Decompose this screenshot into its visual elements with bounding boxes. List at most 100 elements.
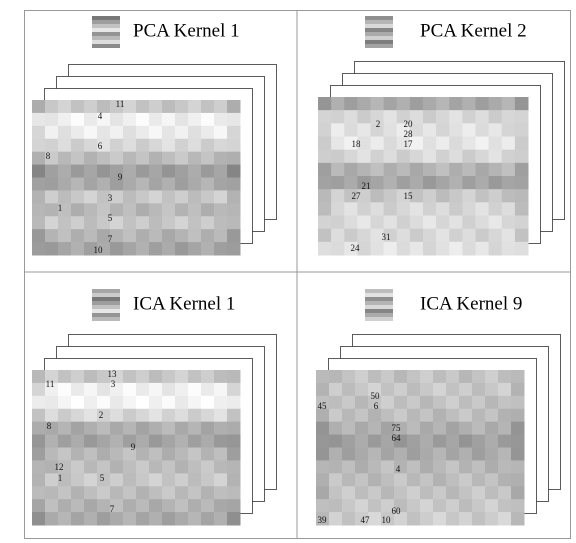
pixel bbox=[227, 499, 241, 512]
pixel bbox=[485, 422, 499, 435]
pixel bbox=[423, 163, 437, 177]
pixel bbox=[407, 435, 421, 448]
pixel bbox=[162, 242, 176, 255]
pixel bbox=[423, 123, 437, 137]
pixel bbox=[84, 396, 98, 409]
pixel bbox=[449, 176, 463, 190]
pixel bbox=[188, 178, 202, 191]
pixel bbox=[84, 216, 98, 229]
pixel bbox=[123, 409, 137, 422]
pixel bbox=[71, 203, 85, 216]
pixel bbox=[489, 202, 503, 216]
pixel bbox=[489, 137, 503, 151]
kernel-icon bbox=[365, 301, 393, 305]
pixel bbox=[476, 137, 490, 151]
pixel bbox=[201, 165, 215, 178]
pixel bbox=[446, 473, 460, 486]
pixel bbox=[58, 113, 72, 126]
pixel-label: 21 bbox=[362, 181, 371, 191]
pixel bbox=[459, 460, 473, 473]
pixel bbox=[423, 216, 437, 230]
pixel bbox=[84, 486, 98, 499]
pixel bbox=[162, 422, 176, 435]
pixel bbox=[45, 473, 59, 486]
kernel-icon bbox=[92, 16, 120, 20]
kernel-icon bbox=[92, 297, 120, 301]
pixel bbox=[407, 448, 421, 461]
pixel bbox=[123, 370, 137, 383]
pixel bbox=[227, 460, 241, 473]
pixel bbox=[84, 139, 98, 152]
pixel bbox=[214, 216, 228, 229]
pixel bbox=[97, 396, 111, 409]
pixel bbox=[472, 486, 486, 499]
pixel bbox=[32, 435, 46, 448]
pixel bbox=[316, 383, 330, 396]
pixel bbox=[420, 486, 434, 499]
pixel bbox=[511, 396, 525, 409]
pixel bbox=[84, 100, 98, 113]
pixel bbox=[446, 396, 460, 409]
pixel bbox=[459, 435, 473, 448]
pixel bbox=[433, 370, 447, 383]
pixel bbox=[175, 190, 189, 203]
pixel bbox=[476, 163, 490, 177]
pixel bbox=[58, 409, 72, 422]
pixel bbox=[214, 152, 228, 165]
pixel bbox=[175, 242, 189, 255]
pixel bbox=[472, 422, 486, 435]
pixel bbox=[45, 190, 59, 203]
pixel bbox=[123, 178, 137, 191]
pixel bbox=[498, 396, 512, 409]
pixel bbox=[384, 137, 398, 151]
pixel bbox=[316, 460, 330, 473]
pixel bbox=[175, 229, 189, 242]
pixel-label: 3 bbox=[111, 379, 116, 389]
pixel bbox=[45, 100, 59, 113]
pixel bbox=[316, 435, 330, 448]
pixel bbox=[123, 499, 137, 512]
pixel bbox=[227, 139, 241, 152]
pixel bbox=[397, 216, 411, 230]
pixel bbox=[201, 100, 215, 113]
pixel bbox=[485, 383, 499, 396]
pixel bbox=[32, 396, 46, 409]
pixel bbox=[110, 435, 124, 448]
pixel bbox=[149, 448, 163, 461]
pixel bbox=[201, 422, 215, 435]
pixel-label: 39 bbox=[318, 515, 328, 525]
pixel bbox=[368, 460, 382, 473]
pixel bbox=[58, 512, 72, 525]
pixel bbox=[45, 486, 59, 499]
pixel bbox=[436, 97, 450, 111]
pixel bbox=[420, 512, 434, 525]
pixel bbox=[136, 499, 150, 512]
pixel bbox=[462, 176, 476, 190]
pixel bbox=[342, 460, 356, 473]
kernel-icon bbox=[365, 16, 393, 20]
pixel bbox=[71, 422, 85, 435]
pixel bbox=[515, 229, 529, 243]
pixel bbox=[175, 178, 189, 191]
pixel bbox=[472, 448, 486, 461]
kernel-icon bbox=[365, 24, 393, 28]
pixel bbox=[318, 163, 332, 177]
pixel bbox=[84, 152, 98, 165]
pixel bbox=[162, 126, 176, 139]
pixel bbox=[58, 448, 72, 461]
pixel bbox=[329, 370, 343, 383]
pixel bbox=[407, 396, 421, 409]
pixel bbox=[397, 163, 411, 177]
pixel bbox=[436, 202, 450, 216]
pixel bbox=[227, 409, 241, 422]
pixel bbox=[433, 473, 447, 486]
pixel bbox=[368, 435, 382, 448]
pixel bbox=[449, 150, 463, 164]
pixel bbox=[227, 178, 241, 191]
kernel-icon bbox=[92, 28, 120, 32]
pixel-label: 5 bbox=[100, 473, 105, 483]
pixel bbox=[381, 460, 395, 473]
pixel bbox=[384, 163, 398, 177]
pixel bbox=[32, 422, 46, 435]
pixel bbox=[32, 499, 46, 512]
